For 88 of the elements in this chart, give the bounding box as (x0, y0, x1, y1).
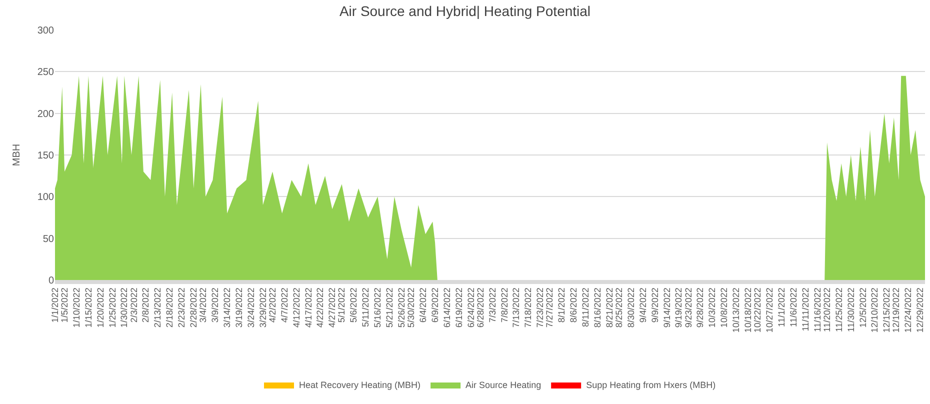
x-tick-label: 2/3/2022 (128, 288, 139, 323)
x-tick-label: 8/25/2022 (614, 288, 624, 328)
x-tick-label: 6/24/2022 (466, 288, 476, 328)
x-tick-label: 12/19/2022 (891, 288, 902, 333)
x-tick-label: 10/22/2022 (752, 288, 763, 333)
x-tick-label: 1/30/2022 (119, 288, 130, 328)
x-tick-label: 5/11/2022 (360, 288, 371, 327)
x-tick-label: 3/9/2022 (210, 288, 220, 323)
y-tick-label: 0 (48, 276, 54, 286)
x-tick-label: 9/23/2022 (683, 288, 694, 328)
x-tick-label: 6/19/2022 (454, 288, 464, 328)
x-tick-label: 2/8/2022 (140, 288, 151, 323)
x-tick-label: 4/12/2022 (291, 288, 302, 328)
x-tick-label: 6/28/2022 (475, 288, 486, 328)
x-tick-label: 1/5/2022 (59, 288, 70, 323)
x-tick-label: 6/4/2022 (418, 288, 428, 323)
x-tick-label: 12/10/2022 (870, 288, 880, 333)
x-tick-label: 1/15/2022 (83, 288, 94, 328)
y-tick-label: 300 (37, 26, 54, 36)
x-tick-label: 4/27/2022 (327, 288, 338, 328)
x-tick-label: 8/6/2022 (568, 288, 579, 323)
x-tick-label: 6/14/2022 (442, 288, 452, 328)
x-tick-label: 11/25/2022 (834, 288, 844, 332)
x-tick-label: 4/7/2022 (279, 288, 290, 323)
x-tick-label: 7/13/2022 (511, 288, 522, 328)
y-axis-title: MBH (11, 144, 22, 166)
x-tick-label: 11/11/2022 (800, 288, 810, 332)
x-tick-label: 10/8/2022 (719, 288, 730, 328)
x-tick-label: 7/18/2022 (523, 288, 534, 328)
x-tick-label: 12/5/2022 (858, 288, 868, 328)
x-tick-label: 9/14/2022 (662, 288, 672, 328)
x-tick-label: 7/8/2022 (499, 288, 510, 323)
x-tick-label: 7/27/2022 (544, 288, 555, 328)
x-tick-label: 1/25/2022 (107, 288, 118, 328)
x-tick-label: 5/1/2022 (336, 288, 347, 323)
x-tick-label: 3/24/2022 (246, 288, 256, 328)
x-tick-label: 11/16/2022 (812, 288, 822, 332)
x-tick-label: 7/3/2022 (487, 288, 498, 323)
x-tick-label: 3/14/2022 (222, 288, 232, 328)
x-tick-label: 4/2/2022 (267, 288, 278, 323)
x-tick-label: 1/10/2022 (71, 288, 82, 328)
x-tick-label: 5/21/2022 (384, 288, 395, 328)
x-tick-label: 6/9/2022 (430, 288, 440, 323)
x-tick-label: 11/6/2022 (788, 288, 798, 327)
x-tick-label: 2/28/2022 (188, 288, 199, 328)
x-tick-label: 4/22/2022 (315, 288, 326, 328)
x-tick-label: 9/28/2022 (695, 288, 706, 328)
x-tick-label: 2/18/2022 (164, 288, 175, 328)
y-tick-label: 100 (37, 192, 54, 204)
x-tick-label: 4/17/2022 (303, 288, 314, 328)
x-tick-label: 2/13/2022 (152, 288, 163, 328)
x-tick-label: 9/19/2022 (674, 288, 684, 328)
y-tick-label: 200 (37, 108, 54, 120)
x-tick-label: 11/30/2022 (846, 288, 856, 332)
x-tick-label: 1/20/2022 (95, 288, 106, 328)
x-tick-label: 8/1/2022 (556, 288, 567, 323)
x-tick-label: 8/30/2022 (626, 288, 636, 328)
x-tick-label: 12/29/2022 (915, 288, 926, 333)
x-tick-label: 2/23/2022 (176, 288, 187, 328)
x-tick-label: 11/20/2022 (822, 288, 832, 332)
chart-title: Air Source and Hybrid| Heating Potential (339, 2, 591, 19)
y-tick-label: 250 (37, 67, 54, 78)
x-tick-label: 3/29/2022 (258, 288, 268, 328)
x-tick-label: 5/16/2022 (372, 288, 383, 328)
x-tick-label: 11/1/2022 (776, 288, 787, 327)
legend-label: Supp Heating from Hxers (MBH) (586, 380, 716, 390)
x-tick-label: 10/3/2022 (707, 288, 718, 328)
x-tick-label: 10/13/2022 (731, 288, 742, 333)
x-tick-label: 12/24/2022 (903, 288, 914, 333)
x-tick-label: 3/19/2022 (234, 288, 244, 328)
x-tick-label: 5/6/2022 (348, 288, 359, 323)
x-tick-label: 3/4/2022 (198, 288, 208, 323)
x-tick-label: 9/9/2022 (650, 288, 660, 323)
y-tick-label: 150 (37, 150, 54, 162)
x-tick-label: 5/26/2022 (396, 288, 406, 328)
legend-label: Heat Recovery Heating (MBH) (299, 380, 421, 390)
x-tick-label: 8/16/2022 (592, 288, 602, 328)
x-tick-label: 5/30/2022 (406, 288, 416, 328)
legend-label: Air Source Heating (466, 380, 542, 390)
x-tick-label: 12/15/2022 (882, 288, 892, 333)
x-tick-label: 8/21/2022 (604, 288, 614, 328)
x-tick-label: 1/1/2022 (50, 288, 60, 323)
y-tick-label: 50 (42, 234, 54, 245)
x-tick-label: 8/11/2022 (580, 288, 591, 327)
x-tick-label: 10/18/2022 (743, 288, 754, 333)
x-tick-label: 10/27/2022 (764, 288, 775, 333)
x-tick-label: 9/4/2022 (638, 288, 648, 323)
x-tick-label: 7/23/2022 (535, 288, 546, 328)
